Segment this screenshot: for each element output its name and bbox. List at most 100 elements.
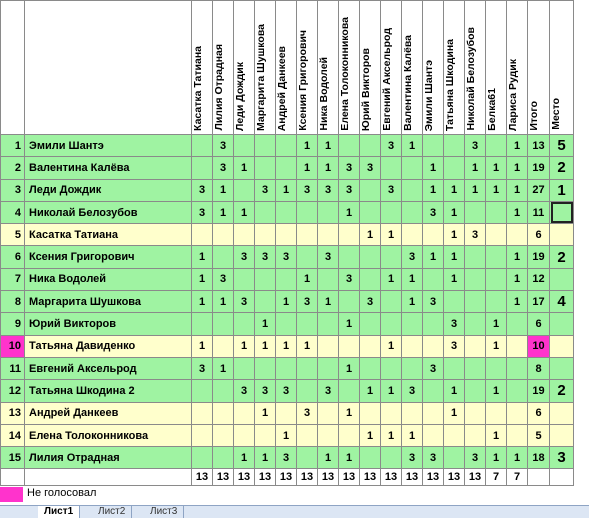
vote-cell[interactable]: 1: [401, 133, 423, 158]
vote-cell[interactable]: 1: [485, 446, 507, 470]
vote-cell[interactable]: [254, 267, 276, 292]
total-cell[interactable]: 13: [527, 133, 550, 158]
vote-cell[interactable]: 3: [464, 223, 486, 247]
vote-cell[interactable]: 1: [401, 423, 423, 448]
participant-name[interactable]: Касатка Татиана: [24, 223, 192, 247]
empty-cell[interactable]: [24, 468, 192, 487]
vote-cell[interactable]: 1: [443, 223, 465, 247]
vote-cell[interactable]: 1: [443, 200, 465, 225]
place-cell[interactable]: [549, 401, 574, 425]
total-cell[interactable]: 11: [527, 200, 550, 225]
vote-cell[interactable]: 1: [485, 334, 507, 358]
vote-cell[interactable]: [359, 133, 381, 158]
header-cell-name[interactable]: [24, 0, 192, 135]
place-cell[interactable]: [549, 356, 574, 381]
vote-cell[interactable]: [296, 446, 318, 470]
place-cell[interactable]: 2: [549, 379, 574, 403]
vote-cell[interactable]: 3: [212, 156, 234, 180]
vote-cell[interactable]: 3: [317, 178, 339, 202]
column-total[interactable]: 13: [464, 468, 486, 487]
vote-cell[interactable]: [401, 156, 423, 180]
vote-cell[interactable]: 3: [464, 133, 486, 158]
vote-cell[interactable]: [464, 245, 486, 269]
vote-cell[interactable]: 1: [485, 312, 507, 336]
vote-cell[interactable]: 1: [338, 312, 360, 336]
total-cell[interactable]: 19: [527, 379, 550, 403]
vote-cell[interactable]: 1: [254, 334, 276, 358]
total-cell[interactable]: 12: [527, 267, 550, 292]
vote-cell[interactable]: [464, 200, 486, 225]
vote-cell[interactable]: 1: [380, 423, 402, 448]
vote-cell[interactable]: 1: [485, 379, 507, 403]
vote-cell[interactable]: [380, 156, 402, 180]
vote-cell[interactable]: [380, 290, 402, 314]
vote-cell[interactable]: 1: [443, 245, 465, 269]
vote-cell[interactable]: [296, 312, 318, 336]
vote-cell[interactable]: 3: [296, 401, 318, 425]
row-number[interactable]: 5: [0, 223, 25, 247]
vote-cell[interactable]: 1: [380, 379, 402, 403]
vote-cell[interactable]: 1: [422, 156, 444, 180]
row-number[interactable]: 11: [0, 356, 25, 381]
place-cell[interactable]: [549, 267, 574, 292]
vote-cell[interactable]: 3: [422, 356, 444, 381]
vote-cell[interactable]: [254, 200, 276, 225]
vote-cell[interactable]: 3: [401, 379, 423, 403]
vote-cell[interactable]: [233, 356, 255, 381]
vote-cell[interactable]: [296, 200, 318, 225]
participant-name[interactable]: Ксения Григорович: [24, 245, 192, 269]
vote-cell[interactable]: 1: [443, 178, 465, 202]
vote-cell[interactable]: [254, 290, 276, 314]
row-number[interactable]: 8: [0, 290, 25, 314]
vote-cell[interactable]: 1: [191, 245, 213, 269]
participant-name[interactable]: Валентина Калёва: [24, 156, 192, 180]
vote-cell[interactable]: [401, 356, 423, 381]
vote-cell[interactable]: 3: [254, 245, 276, 269]
vote-cell[interactable]: 1: [212, 356, 234, 381]
vote-cell[interactable]: 1: [506, 267, 528, 292]
vote-cell[interactable]: [485, 133, 507, 158]
vote-cell[interactable]: [401, 178, 423, 202]
vote-cell[interactable]: [443, 290, 465, 314]
vote-cell[interactable]: 1: [338, 356, 360, 381]
total-cell[interactable]: 6: [527, 223, 550, 247]
sheet-tab-1[interactable]: Лист1: [38, 506, 81, 518]
column-header-7[interactable]: Ника Водолей: [317, 0, 339, 135]
vote-cell[interactable]: [359, 200, 381, 225]
vote-cell[interactable]: 1: [443, 401, 465, 425]
vote-cell[interactable]: [485, 267, 507, 292]
vote-cell[interactable]: [464, 312, 486, 336]
vote-cell[interactable]: 3: [233, 245, 255, 269]
vote-cell[interactable]: 1: [296, 267, 318, 292]
vote-cell[interactable]: [506, 356, 528, 381]
vote-cell[interactable]: 1: [485, 156, 507, 180]
vote-cell[interactable]: 3: [191, 178, 213, 202]
column-header-15[interactable]: Белка61: [485, 0, 507, 135]
vote-cell[interactable]: [359, 334, 381, 358]
vote-cell[interactable]: 3: [443, 312, 465, 336]
row-number[interactable]: 6: [0, 245, 25, 269]
vote-cell[interactable]: 1: [212, 200, 234, 225]
place-cell[interactable]: 4: [549, 290, 574, 314]
total-cell[interactable]: 18: [527, 446, 550, 470]
total-cell[interactable]: 5: [527, 423, 550, 448]
place-cell[interactable]: 5: [549, 133, 574, 158]
vote-cell[interactable]: [422, 267, 444, 292]
vote-cell[interactable]: [380, 356, 402, 381]
vote-cell[interactable]: [212, 401, 234, 425]
vote-cell[interactable]: 1: [233, 446, 255, 470]
vote-cell[interactable]: 3: [338, 267, 360, 292]
vote-cell[interactable]: 3: [233, 290, 255, 314]
row-number[interactable]: 4: [0, 200, 25, 225]
vote-cell[interactable]: [317, 267, 339, 292]
participant-name[interactable]: Евгений Аксельрод: [24, 356, 192, 381]
vote-cell[interactable]: 3: [380, 133, 402, 158]
vote-cell[interactable]: [191, 401, 213, 425]
vote-cell[interactable]: 1: [338, 446, 360, 470]
vote-cell[interactable]: [233, 401, 255, 425]
vote-cell[interactable]: [275, 133, 297, 158]
column-header-2[interactable]: Лилия Отрадная: [212, 0, 234, 135]
vote-cell[interactable]: [212, 446, 234, 470]
vote-cell[interactable]: [464, 290, 486, 314]
vote-cell[interactable]: 1: [464, 156, 486, 180]
